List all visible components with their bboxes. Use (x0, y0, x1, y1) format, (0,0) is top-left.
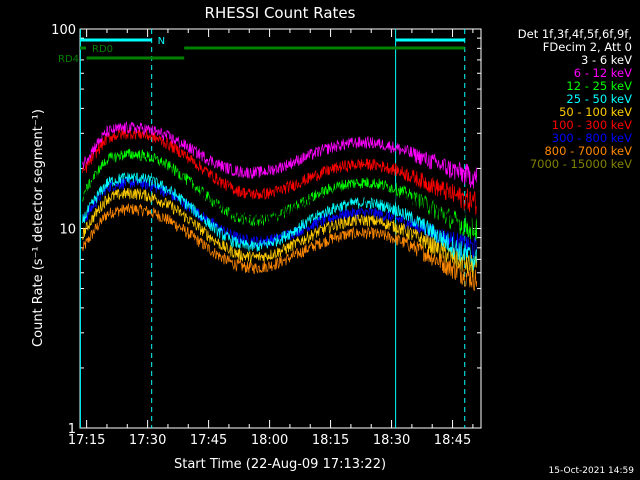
legend-entry: 7000 - 15000 keV (518, 158, 632, 171)
y-tick-label: 100 (51, 23, 76, 38)
y-tick-label: 10 (59, 223, 76, 238)
legend-entry: 800 - 7000 keV (518, 145, 632, 158)
legend-entry-label: 25 - 50 keV (566, 92, 632, 106)
legend-entry: 3 - 6 keV (518, 54, 632, 67)
flag-label: RD4 (58, 54, 79, 65)
flag-label: N (158, 36, 165, 47)
legend-entry-label: 100 - 300 keV (551, 118, 632, 132)
flag-label: RD0 (92, 44, 113, 55)
legend-entry: 100 - 300 keV (518, 119, 632, 132)
x-tick-label: 17:30 (129, 433, 166, 448)
legend-entry: 12 - 25 keV (518, 80, 632, 93)
legend-entry-label: 50 - 100 keV (559, 105, 632, 119)
legend-entry: 6 - 12 keV (518, 67, 632, 80)
legend-entry-label: 3 - 6 keV (581, 53, 632, 67)
generation-timestamp: 15-Oct-2021 14:59 (548, 466, 634, 476)
legend-header-1: Det 1f,3f,4f,5f,6f,9f, (517, 27, 632, 41)
flag-bars: N RD0 RD4 (58, 36, 465, 65)
legend-entry: 300 - 800 keV (518, 132, 632, 145)
legend-entry-label: 7000 - 15000 keV (529, 157, 632, 171)
series-line (82, 128, 477, 215)
chart-title: RHESSI Count Rates (205, 4, 356, 22)
x-tick-label: 18:45 (434, 433, 471, 448)
x-tick-label: 17:15 (68, 433, 105, 448)
legend-entry-label: 300 - 800 keV (551, 131, 632, 145)
series-line (82, 176, 478, 258)
x-axis: 17:15 17:30 17:45 18:00 18:15 18:30 18:45 (68, 29, 474, 448)
y-tick-label: 1 (68, 422, 76, 437)
legend-header-2: FDecim 2, Att 0 (542, 40, 632, 54)
series-line (82, 171, 478, 271)
legend-entry-label: 800 - 7000 keV (544, 144, 632, 158)
x-tick-label: 18:15 (312, 433, 349, 448)
legend-entry: 25 - 50 keV (518, 93, 632, 106)
legend: Det 1f,3f,4f,5f,6f,9f, FDecim 2, Att 0 3… (518, 28, 632, 171)
series-line (82, 121, 478, 189)
legend-entry: 50 - 100 keV (518, 106, 632, 119)
y-axis-label: Count Rate (s⁻¹ detector segment⁻¹) (31, 109, 46, 347)
series-line (82, 156, 478, 234)
x-tick-label: 18:00 (251, 433, 288, 448)
series-line (82, 203, 478, 292)
x-tick-label: 17:45 (190, 433, 227, 448)
series-line (82, 188, 478, 278)
x-tick-label: 18:30 (373, 433, 410, 448)
legend-entries: 3 - 6 keV 6 - 12 keV 12 - 25 keV 25 - 50 ke… (518, 54, 632, 171)
legend-entry-label: 6 - 12 keV (573, 66, 632, 80)
legend-entry-label: 12 - 25 keV (566, 79, 632, 93)
series-lines (82, 121, 478, 292)
x-axis-label: Start Time (22-Aug-09 17:13:22) (174, 457, 386, 472)
